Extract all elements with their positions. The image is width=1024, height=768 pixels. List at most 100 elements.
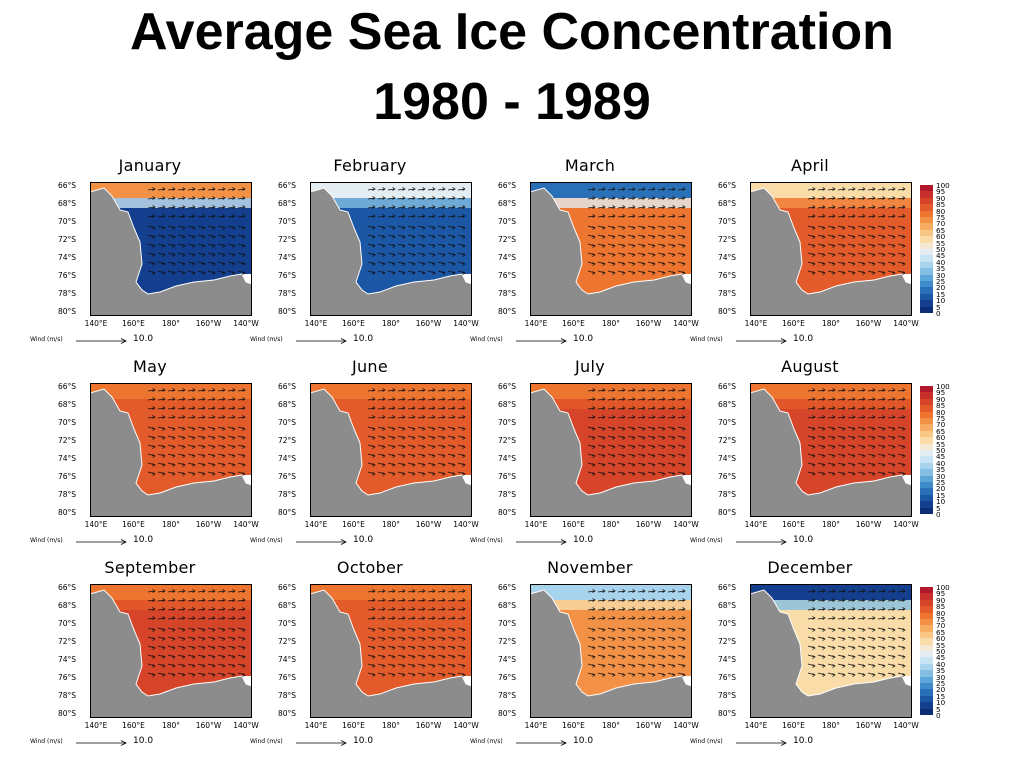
colorbar-label: 30 xyxy=(936,270,946,280)
lat-tick-label: 80°S xyxy=(497,508,516,517)
lon-tick-label: 140°E xyxy=(304,721,328,730)
colorbar-label: 55 xyxy=(936,439,946,449)
ice-concentration-map xyxy=(310,584,472,718)
lon-tick-label: 140°E xyxy=(304,520,328,529)
colorbar-label: 0 xyxy=(936,711,941,720)
lat-tick-label: 70°S xyxy=(277,418,296,427)
antarctic-landmass xyxy=(90,589,252,718)
lat-tick-label: 78°S xyxy=(277,289,296,298)
colorbar-label: 80 xyxy=(936,407,946,417)
ice-concentration-map xyxy=(750,584,912,718)
colorbar: 100 95 90 85 80 75 70 65 60 55 50 45 40 35 30 25 20 15 10 5… xyxy=(920,182,960,319)
lat-tick-label: 78°S xyxy=(497,490,516,499)
wind-reference: Wind (m/s) 10.0 xyxy=(30,736,270,751)
colorbar-swatch xyxy=(920,185,933,192)
wind-value: 10.0 xyxy=(573,334,594,344)
lon-tick-label: 160°W xyxy=(635,520,662,529)
lat-tick-label: 76°S xyxy=(57,472,76,481)
wind-value: 10.0 xyxy=(353,535,374,545)
wind-vectors xyxy=(147,388,246,476)
panel-title: October xyxy=(336,558,404,577)
lat-tick-label: 78°S xyxy=(497,289,516,298)
panel-october: October 66°S 68°S 70°S 72°S 74°S 76°S 78°S 80°S 1… xyxy=(250,558,490,753)
wind-reference: Wind (m/s) 10.0 xyxy=(690,736,930,751)
wind-vectors xyxy=(587,589,686,677)
wind-reference: Wind (m/s) 10.0 xyxy=(30,334,270,349)
wind-vectors xyxy=(807,589,906,677)
colorbar-swatch xyxy=(920,638,933,645)
ice-field-edge xyxy=(530,383,692,399)
ice-field-transition xyxy=(90,399,252,409)
lon-tick-label: 140°W xyxy=(233,520,259,529)
lat-tick-label: 74°S xyxy=(57,253,76,262)
lat-tick-label: 72°S xyxy=(717,436,736,445)
map-frame xyxy=(90,182,252,316)
ice-field-transition xyxy=(310,399,472,409)
lat-tick-label: 66°S xyxy=(57,181,76,190)
lat-tick-label: 68°S xyxy=(497,400,516,409)
lat-tick-label: 66°S xyxy=(497,181,516,190)
lat-tick-label: 76°S xyxy=(717,472,736,481)
ice-field-edge xyxy=(530,182,692,198)
lat-tick-label: 72°S xyxy=(57,436,76,445)
colorbar-label: 95 xyxy=(936,388,946,398)
colorbar-label: 80 xyxy=(936,206,946,216)
colorbar-label: 85 xyxy=(936,401,946,411)
panel-july: July 66°S 68°S 70°S 72°S 74°S 76°S 78°S 80°S 140°… xyxy=(470,357,710,552)
colorbar-label: 20 xyxy=(936,685,946,695)
colorbar-swatch xyxy=(920,644,933,652)
wind-label: Wind (m/s) xyxy=(690,336,723,343)
colorbar-label: 0 xyxy=(936,309,941,318)
colorbar-swatch xyxy=(920,210,933,218)
lon-tick-label: 160°W xyxy=(635,721,662,730)
colorbar-label: 55 xyxy=(936,238,946,248)
wind-reference-arrow-icon xyxy=(516,539,567,545)
panel-title: December xyxy=(767,558,853,577)
lat-tick-label: 66°S xyxy=(277,382,296,391)
colorbar-swatch xyxy=(920,651,933,658)
colorbar-label: 90 xyxy=(936,193,946,203)
page-subtitle: 1980 - 1989 xyxy=(373,73,651,131)
lat-tick-label: 78°S xyxy=(277,691,296,700)
lat-tick-label: 70°S xyxy=(717,619,736,628)
ice-field-edge xyxy=(310,584,472,600)
lat-tick-label: 66°S xyxy=(717,382,736,391)
colorbar-label: 35 xyxy=(936,465,946,475)
lat-tick-label: 80°S xyxy=(717,709,736,718)
colorbar-swatch xyxy=(920,281,933,288)
lon-tick-label: 180° xyxy=(381,319,401,328)
lat-tick-label: 72°S xyxy=(717,235,736,244)
panel-september: September 66°S 68°S 70°S 72°S 74°S 76°S 78°S 80°… xyxy=(30,558,270,753)
wind-value: 10.0 xyxy=(793,334,814,344)
lon-tick-label: 140°W xyxy=(893,721,919,730)
lon-tick-label: 160°W xyxy=(855,520,882,529)
panel-december: December 66°S 68°S 70°S 72°S 74°S 76°S 78°S 80°S… xyxy=(690,558,930,753)
colorbar-label: 0 xyxy=(936,510,941,519)
ice-field-edge xyxy=(90,383,252,399)
lat-tick-label: 68°S xyxy=(57,601,76,610)
colorbar-swatch xyxy=(920,398,933,406)
ice-field-edge xyxy=(750,383,912,399)
colorbar-swatch xyxy=(920,689,933,696)
panel-june: June 66°S 68°S 70°S 72°S 74°S 76°S 78°S 80°S 140°… xyxy=(250,357,490,552)
colorbar-swatch xyxy=(920,507,933,515)
wind-value: 10.0 xyxy=(573,736,594,746)
lat-tick-label: 80°S xyxy=(717,307,736,316)
lon-tick-label: 160°W xyxy=(195,520,222,529)
lat-tick-label: 70°S xyxy=(277,619,296,628)
colorbar-swatch xyxy=(920,293,933,301)
lat-tick-label: 76°S xyxy=(497,673,516,682)
colorbar-label: 35 xyxy=(936,264,946,274)
lon-tick-label: 140°W xyxy=(233,721,259,730)
lat-tick-label: 72°S xyxy=(277,637,296,646)
ice-field-edge xyxy=(90,182,252,198)
colorbar-swatch xyxy=(920,255,933,262)
antarctic-landmass xyxy=(310,187,472,316)
lon-tick-label: 160°E xyxy=(342,520,365,529)
lon-tick-label: 180° xyxy=(381,721,401,730)
wind-reference-arrow-icon xyxy=(76,539,127,545)
colorbar-swatch xyxy=(920,619,933,626)
wind-value: 10.0 xyxy=(573,535,594,545)
lon-tick-label: 160°E xyxy=(782,520,805,529)
colorbar-label: 70 xyxy=(936,219,946,229)
